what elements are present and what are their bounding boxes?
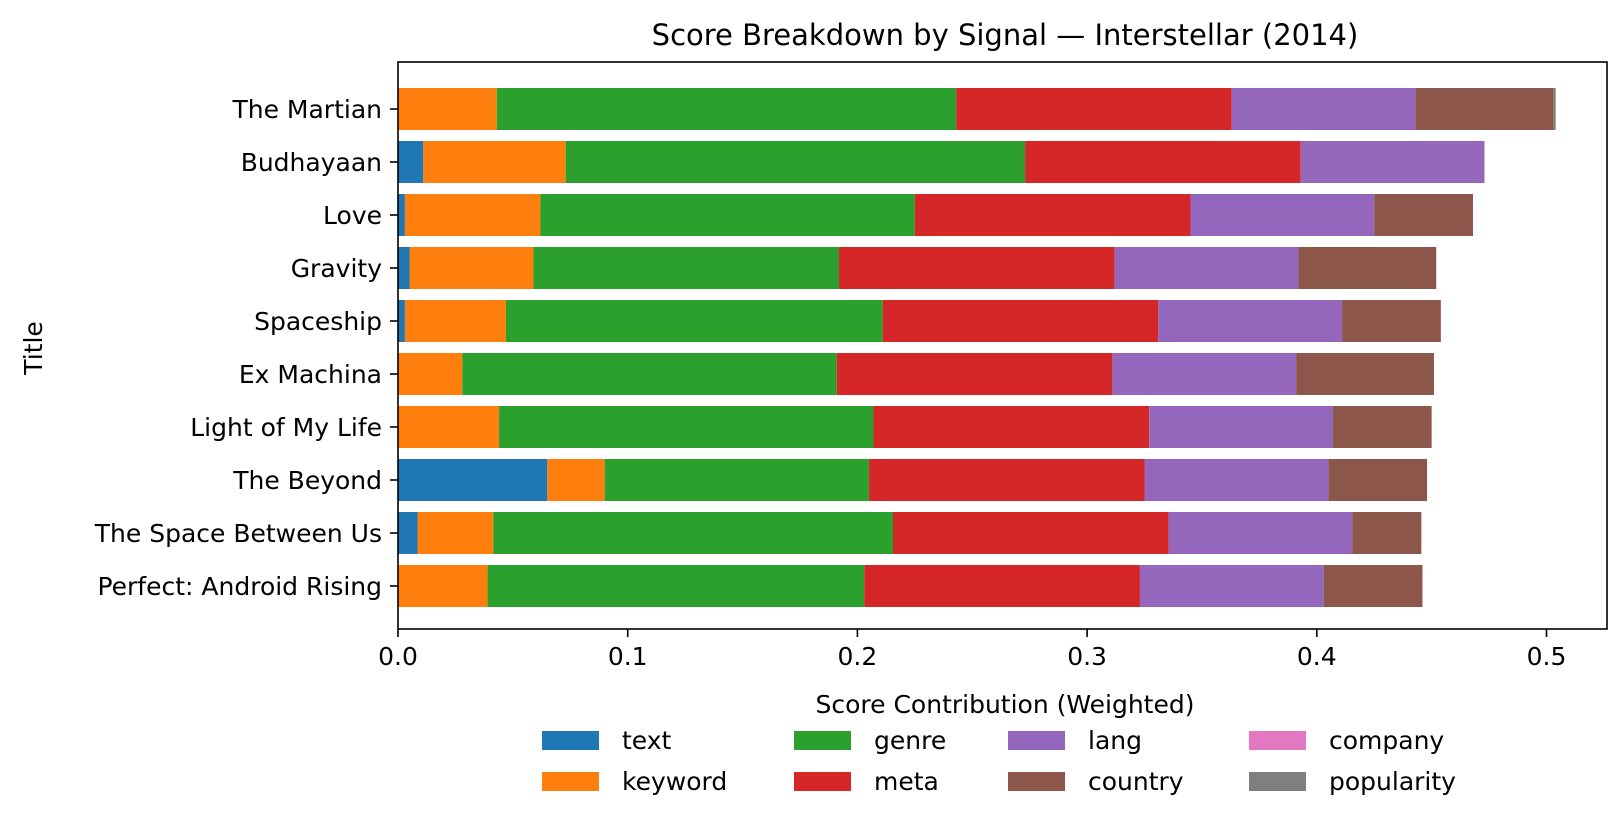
y-tick-label: Gravity bbox=[291, 254, 383, 283]
legend-swatch-lang bbox=[1008, 731, 1065, 750]
chart-title: Score Breakdown by Signal — Interstellar… bbox=[652, 18, 1359, 52]
bar-keyword bbox=[417, 512, 494, 554]
bar-keyword bbox=[398, 565, 488, 607]
legend-swatch-company bbox=[1249, 731, 1306, 750]
bar-text bbox=[398, 141, 424, 183]
bar-genre bbox=[493, 512, 894, 554]
bar-genre bbox=[496, 88, 957, 130]
x-tick-label: 0.0 bbox=[378, 642, 418, 671]
legend-label-text: text bbox=[622, 726, 672, 755]
bar-genre bbox=[540, 194, 915, 236]
bar-genre bbox=[604, 459, 869, 501]
bar-keyword bbox=[404, 194, 541, 236]
y-axis-label: Title bbox=[19, 321, 48, 376]
y-tick-label: The Martian bbox=[231, 95, 382, 124]
bar-genre bbox=[462, 353, 837, 395]
y-axis-ticks: The Martian Budhayaan Love Gravity Spaceship… bbox=[94, 95, 398, 601]
y-tick-label: The Beyond bbox=[232, 466, 382, 495]
bar-genre bbox=[487, 565, 865, 607]
bar-keyword bbox=[398, 406, 500, 448]
bar-lang bbox=[1149, 406, 1333, 448]
bar-text bbox=[398, 512, 418, 554]
x-axis-ticks: 0.0 0.1 0.2 0.3 0.4 0.5 bbox=[378, 629, 1566, 671]
bar-meta bbox=[882, 300, 1159, 342]
legend-label-popularity: popularity bbox=[1329, 767, 1456, 796]
bar-meta bbox=[956, 88, 1232, 130]
bar-meta bbox=[1025, 141, 1301, 183]
bar-lang bbox=[1112, 353, 1297, 395]
bar-country bbox=[1374, 194, 1473, 236]
bar-lang bbox=[1190, 194, 1375, 236]
y-tick-label: The Space Between Us bbox=[94, 519, 382, 548]
legend-label-meta: meta bbox=[874, 767, 939, 796]
bar-country bbox=[1298, 247, 1437, 289]
bar-lang bbox=[1168, 512, 1353, 554]
bar-keyword bbox=[404, 300, 506, 342]
legend-swatch-popularity bbox=[1249, 772, 1306, 791]
legend-swatch-genre bbox=[794, 731, 851, 750]
bar-country bbox=[1328, 459, 1428, 501]
x-tick-label: 0.2 bbox=[838, 642, 878, 671]
bar-text bbox=[398, 459, 548, 501]
bar-text bbox=[398, 194, 405, 236]
bar-keyword bbox=[423, 141, 566, 183]
legend-label-genre: genre bbox=[874, 726, 946, 755]
bar-lang bbox=[1158, 300, 1343, 342]
y-tick-label: Budhayaan bbox=[241, 148, 382, 177]
bar-keyword bbox=[398, 353, 463, 395]
bar-country bbox=[1352, 512, 1422, 554]
bar-meta bbox=[893, 512, 1169, 554]
bar-genre bbox=[533, 247, 840, 289]
x-tick-label: 0.3 bbox=[1067, 642, 1107, 671]
bar-keyword bbox=[409, 247, 534, 289]
x-axis-label: Score Contribution (Weighted) bbox=[816, 690, 1195, 719]
bar-genre bbox=[505, 300, 883, 342]
x-tick-label: 0.4 bbox=[1297, 642, 1337, 671]
bar-country bbox=[1332, 406, 1432, 448]
y-tick-label: Love bbox=[323, 201, 382, 230]
bar-lang bbox=[1139, 565, 1324, 607]
bar-lang bbox=[1114, 247, 1299, 289]
bar-lang bbox=[1300, 141, 1485, 183]
bar-lang bbox=[1231, 88, 1416, 130]
bar-genre bbox=[499, 406, 874, 448]
bar-country bbox=[1342, 300, 1441, 342]
bar-country bbox=[1415, 88, 1554, 130]
bar-meta bbox=[873, 406, 1150, 448]
legend-swatch-text bbox=[542, 731, 599, 750]
bar-popularity bbox=[1553, 88, 1556, 130]
bar-keyword bbox=[547, 459, 605, 501]
bar-keyword bbox=[398, 88, 497, 130]
bar-country bbox=[1323, 565, 1423, 607]
bar-lang bbox=[1144, 459, 1329, 501]
bar-text bbox=[398, 247, 410, 289]
x-tick-label: 0.5 bbox=[1527, 642, 1567, 671]
bar-meta bbox=[839, 247, 1115, 289]
bar-meta bbox=[868, 459, 1145, 501]
legend: text keyword genre meta lang country company po… bbox=[542, 726, 1456, 796]
legend-label-lang: lang bbox=[1088, 726, 1142, 755]
bar-country bbox=[1296, 353, 1434, 395]
y-tick-label: Ex Machina bbox=[239, 360, 382, 389]
bar-meta bbox=[836, 353, 1113, 395]
x-tick-label: 0.1 bbox=[608, 642, 648, 671]
legend-label-company: company bbox=[1329, 726, 1444, 755]
legend-label-country: country bbox=[1088, 767, 1184, 796]
plot-frame bbox=[397, 61, 1608, 630]
y-tick-label: Perfect: Android Rising bbox=[97, 572, 382, 601]
bar-genre bbox=[565, 141, 1026, 183]
bar-text bbox=[398, 300, 405, 342]
bar-meta bbox=[864, 565, 1140, 607]
legend-swatch-country bbox=[1008, 772, 1065, 791]
legend-label-keyword: keyword bbox=[622, 767, 727, 796]
y-tick-label: Light of My Life bbox=[190, 413, 382, 442]
y-tick-label: Spaceship bbox=[254, 307, 382, 336]
bar-meta bbox=[914, 194, 1191, 236]
legend-swatch-keyword bbox=[542, 772, 599, 791]
bars-layer bbox=[398, 88, 1556, 607]
legend-swatch-meta bbox=[794, 772, 851, 791]
